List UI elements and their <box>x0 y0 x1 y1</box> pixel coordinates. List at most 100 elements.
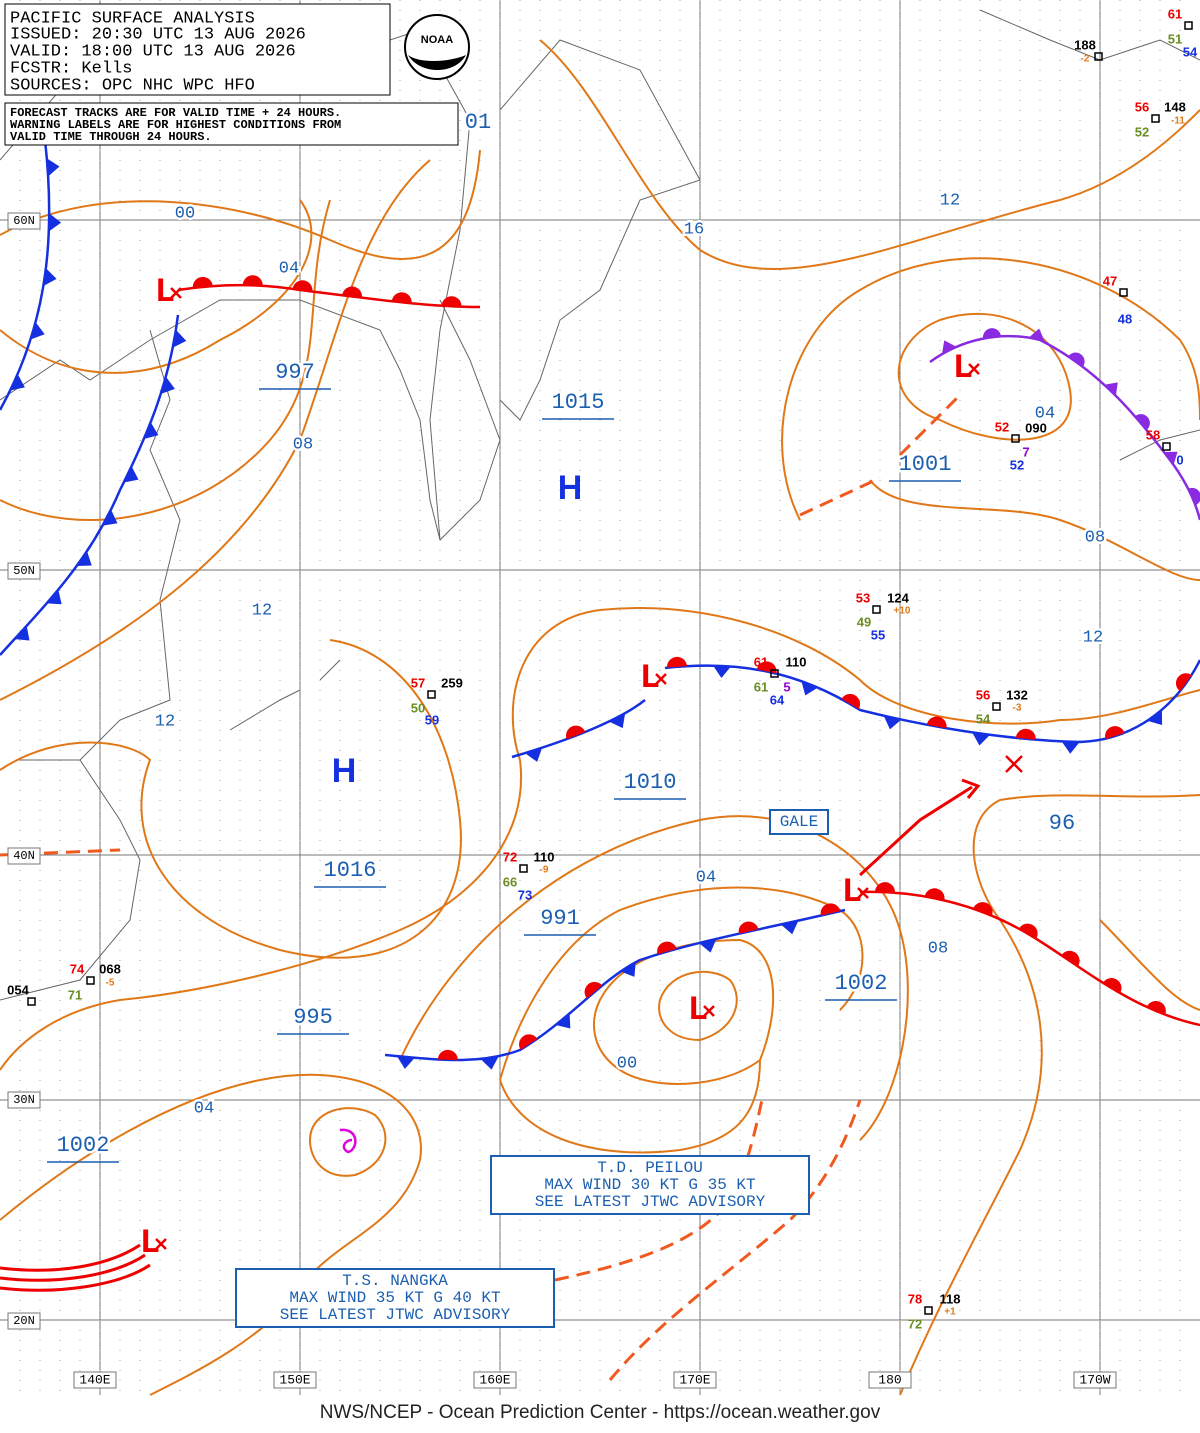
low-center: L <box>155 274 175 312</box>
front-symbol <box>1175 673 1192 692</box>
notice-line: FORECAST TRACKS ARE FOR VALID TIME + 24 … <box>10 106 341 120</box>
header-frame <box>4 3 391 96</box>
advisory-line: MAX WIND 30 KT G 35 KT <box>544 1176 755 1194</box>
front-symbol <box>1068 352 1085 367</box>
central-pressure: 991 <box>540 906 580 931</box>
advisory-line: SEE LATEST JTWC ADVISORY <box>280 1306 511 1324</box>
longitude-label: 170E <box>679 1372 710 1387</box>
advisory-line: MAX WIND 35 KT G 40 KT <box>289 1289 500 1307</box>
station-value: 0 <box>1176 452 1183 467</box>
front-symbol <box>566 725 586 740</box>
front-symbol <box>437 1049 458 1061</box>
longitude-label: 180 <box>878 1372 901 1387</box>
warm-front-semicircle <box>926 716 947 729</box>
station-value: 148 <box>1164 99 1186 114</box>
station-marker <box>1119 288 1128 297</box>
central-pressure: 995 <box>293 1005 333 1030</box>
warm-front-semicircle <box>441 296 462 307</box>
cold-front-triangle <box>14 625 30 641</box>
tropical-cyclone-symbol <box>339 1128 357 1154</box>
isobar-label: 08 <box>1085 528 1105 547</box>
low-x <box>703 1005 715 1017</box>
notice-line: VALID TIME THROUGH 24 HOURS. <box>10 130 212 144</box>
lat-label-box <box>7 1091 41 1109</box>
cold-front-triangle <box>698 938 717 953</box>
front-symbol <box>657 941 677 955</box>
front-symbol <box>942 340 957 354</box>
station-value: +10 <box>894 606 911 617</box>
front-symbol <box>242 275 263 286</box>
front-symbol <box>820 903 841 916</box>
station-value: 49 <box>857 614 871 629</box>
front-symbol <box>391 292 412 304</box>
isobar-label: 00 <box>617 1054 637 1073</box>
station-marker <box>992 702 1001 711</box>
lon-label-box <box>868 1371 912 1389</box>
cold-front-triangle <box>780 920 799 935</box>
low-x <box>655 673 667 685</box>
warm-front-semicircle <box>1019 923 1038 939</box>
cold-front-triangle <box>1061 741 1080 754</box>
cold-front-triangle <box>46 589 62 605</box>
station-value: 57 <box>411 675 425 690</box>
high-center: H <box>332 752 357 790</box>
station-value: 110 <box>786 654 807 669</box>
header-box <box>4 3 470 146</box>
low-x <box>857 887 869 899</box>
latitude-label: 30N <box>13 1093 35 1107</box>
front-symbol <box>713 665 731 678</box>
coastlines <box>0 9 1200 1001</box>
lat-label-box <box>7 212 41 230</box>
front-symbol <box>441 296 462 307</box>
cold-front-triangle <box>76 551 92 567</box>
warm-front-semicircle <box>391 292 412 304</box>
station-marker <box>1162 442 1171 451</box>
lat-label-box <box>7 562 41 580</box>
cold-front-triangle <box>480 1056 499 1070</box>
longitude-label: 150E <box>279 1372 310 1387</box>
low-center: L <box>688 992 708 1030</box>
station-value: 52 <box>1135 124 1149 139</box>
central-pressure: 1001 <box>899 452 952 477</box>
station-value: 259 <box>441 675 463 690</box>
advisory-box <box>490 1155 810 1215</box>
station-marker <box>1151 114 1160 123</box>
front-symbol <box>292 280 313 292</box>
warm-front-semicircle <box>566 725 586 740</box>
isobar-label: 12 <box>940 191 960 210</box>
cold-front-triangle <box>713 665 731 678</box>
isobar-label: 01 <box>465 110 491 135</box>
station-value: 61 <box>754 679 768 694</box>
occluded-symbol <box>1188 487 1200 506</box>
station-value: 054 <box>7 982 29 997</box>
front-symbol <box>973 902 993 916</box>
station-value: 47 <box>1103 273 1117 288</box>
station-value: 118 <box>940 1291 961 1306</box>
front-symbol <box>1135 414 1150 430</box>
front-symbol <box>584 981 603 999</box>
notice-line: WARNING LABELS ARE FOR HIGHEST CONDITION… <box>10 118 341 132</box>
front-symbol <box>780 920 799 935</box>
station-value: 48 <box>1118 311 1132 326</box>
header-line: FCSTR: Kells <box>10 59 132 78</box>
noaa-logo-text: NOAA <box>421 34 453 46</box>
front-symbol <box>972 732 990 746</box>
lon-label-box <box>1073 1371 1117 1389</box>
station-value: 66 <box>503 874 517 889</box>
front-symbol <box>875 882 895 893</box>
warm-front-semicircle <box>342 286 362 298</box>
front-symbol <box>1015 728 1036 740</box>
longitude-label: 160E <box>479 1372 510 1387</box>
low-center: L <box>842 874 862 912</box>
lon-label-box <box>273 1371 317 1389</box>
station-value: 52 <box>995 419 1009 434</box>
central-pressure: 1016 <box>324 858 377 883</box>
central-pressure: 1010 <box>624 770 677 795</box>
low-center: L <box>140 1225 160 1263</box>
station-value: -9 <box>540 865 549 876</box>
header-line: SOURCES: OPC NHC WPC HFO <box>10 76 255 95</box>
cold-front-triangle <box>46 158 60 177</box>
lon-label-box <box>473 1371 517 1389</box>
